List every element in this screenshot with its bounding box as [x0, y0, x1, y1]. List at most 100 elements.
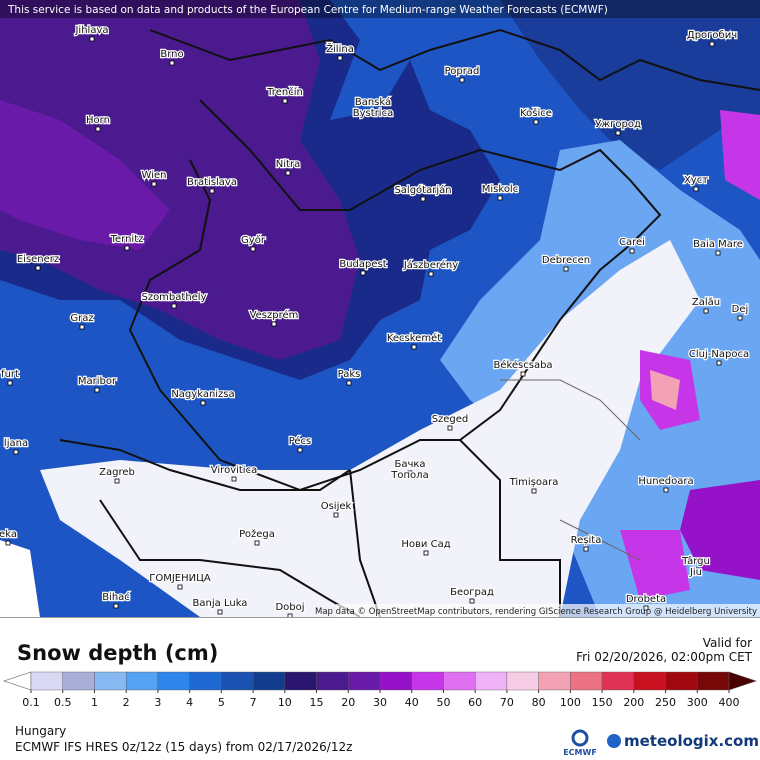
city-label: Bihać	[102, 591, 130, 603]
city: Bihać	[101, 590, 131, 609]
city-label: Szeged	[432, 414, 469, 425]
city: Eisenerz	[16, 253, 60, 271]
city-dot	[737, 315, 743, 321]
city-label: Ternitz	[110, 234, 144, 245]
colorbar-bin	[665, 671, 698, 691]
city-label: Hunedoara	[638, 476, 693, 487]
city-dot	[469, 598, 475, 604]
tick-label: 0.1	[22, 696, 40, 709]
city-dot	[285, 170, 291, 176]
city: Cluj-Napoca	[688, 348, 750, 366]
colorbar-bin	[506, 671, 539, 691]
city-dot	[629, 248, 635, 254]
city: Szeged	[430, 413, 470, 431]
city-label: Ужгород	[595, 119, 641, 130]
tick-label: 5	[218, 696, 225, 709]
colorbar-bin	[62, 671, 95, 691]
city-dot	[615, 130, 621, 136]
city: Žilina	[325, 41, 355, 61]
colorbar-bin	[379, 671, 412, 691]
city: Bratislava	[186, 176, 238, 194]
city-dot	[271, 321, 277, 327]
city-label: Baia Mare	[693, 239, 743, 250]
colorbar-bin	[316, 671, 349, 691]
tick-label: 7	[250, 696, 257, 709]
city-label: Banská	[355, 96, 391, 108]
city-dot	[5, 540, 11, 546]
tick-label: 400	[719, 696, 740, 709]
city-label: Debrecen	[542, 255, 590, 266]
city-dot	[346, 380, 352, 386]
city-label: Dej	[732, 304, 749, 315]
tick-label: 0.5	[54, 696, 72, 709]
city-label: Brno	[160, 49, 183, 60]
city-dot	[114, 478, 120, 484]
colorbar-bin	[94, 671, 127, 691]
city-dot	[411, 344, 417, 350]
attribution: Map data © OpenStreetMap contributors, r…	[315, 607, 757, 617]
city: Carei	[618, 236, 646, 254]
tick-label: 60	[468, 696, 482, 709]
city-label: Београд	[450, 587, 494, 598]
city-dot	[333, 512, 339, 518]
ecmwf-logo: ECMWF	[563, 748, 597, 757]
colorbar-bin	[633, 671, 666, 691]
city-label: Eisenerz	[17, 254, 59, 265]
city-dot	[7, 380, 13, 386]
city-dot	[217, 609, 223, 615]
city-dot	[209, 188, 215, 194]
city: Békéscsaba	[492, 358, 554, 377]
city: Ternitz	[108, 233, 145, 251]
city-label: Jászberény	[403, 259, 458, 271]
city-dot	[297, 447, 303, 453]
model-info: ECMWF IFS HRES 0z/12z (15 days) from 02/…	[15, 740, 352, 754]
city-dot	[563, 266, 569, 272]
valid-label: Valid for	[703, 636, 752, 650]
city-dot	[94, 387, 100, 393]
colorbar-bin	[125, 671, 159, 691]
city: Trenčín	[265, 85, 304, 104]
colorbar-bin	[30, 671, 63, 691]
city: Osijek	[319, 500, 353, 518]
city-label: Paks	[338, 369, 361, 380]
city-label: Carei	[619, 237, 645, 248]
city: Wien	[140, 169, 168, 187]
colorbar-bin	[284, 671, 317, 691]
city-dot	[533, 119, 539, 125]
city: Kecskemét	[386, 331, 442, 350]
city-label: Бачка	[394, 459, 425, 470]
city: Београд	[449, 586, 495, 604]
city-label: Doboj	[275, 602, 304, 613]
city-dot	[423, 550, 429, 556]
city: Poprad	[443, 65, 481, 83]
city-label: Graz	[70, 313, 93, 324]
city-dot	[709, 41, 715, 47]
colorbar-bin	[443, 671, 476, 691]
tick-label: 150	[592, 696, 613, 709]
city-label: Drobeta	[626, 594, 666, 605]
colorbar-bin	[601, 671, 635, 691]
colorbar-bin	[570, 671, 603, 691]
city-label: Maribor	[78, 376, 117, 387]
city-label: Zagreb	[99, 467, 135, 478]
city-dot	[693, 186, 699, 192]
tick-label: 250	[655, 696, 676, 709]
ecmwf-icon	[571, 729, 589, 747]
city-label: Poprad	[445, 66, 480, 77]
city: Timișoara	[507, 476, 560, 494]
city: Banja Luka	[191, 597, 249, 615]
city: ГОМЈЕНИЦА	[148, 572, 212, 590]
city-label: Nitra	[276, 159, 300, 170]
city: Doboj	[274, 601, 306, 617]
city: Budapest	[338, 258, 388, 276]
city-dot	[124, 245, 130, 251]
notice: This service is based on data and produc…	[7, 4, 608, 16]
tick-label: 30	[373, 696, 387, 709]
city-label: Požega	[239, 528, 275, 540]
city: Paks	[336, 368, 362, 386]
tick-label: 80	[532, 696, 546, 709]
city-dot	[89, 36, 95, 42]
city: Győr	[240, 233, 267, 252]
